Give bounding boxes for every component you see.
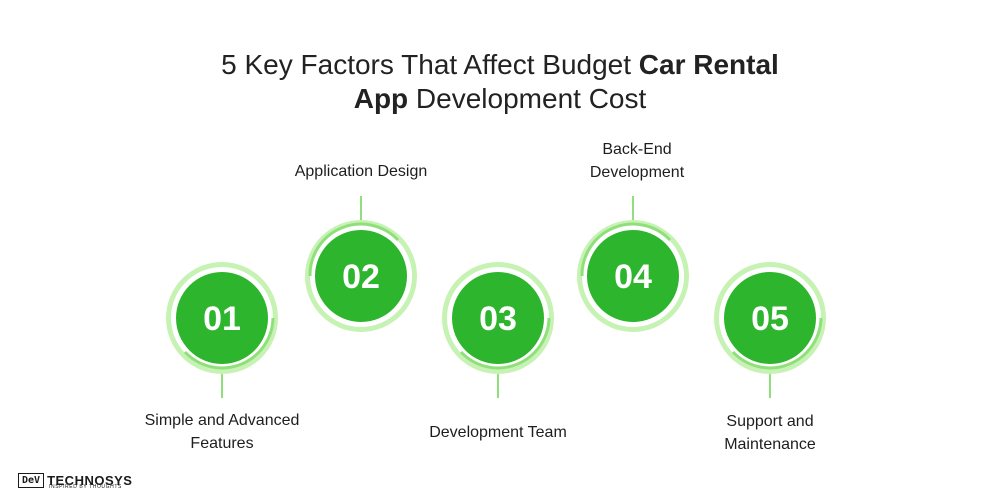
step-03-label: Development Team	[398, 421, 598, 444]
step-01-label-line-1: Simple and Advanced	[144, 412, 300, 429]
step-03-accent-arc	[459, 317, 551, 370]
step-05-circle	[724, 272, 816, 364]
step-01-circle	[176, 272, 268, 364]
step-03: 03	[442, 262, 554, 398]
step-04-circle	[587, 230, 679, 322]
step-02-accent-arc	[308, 222, 400, 277]
step-05-number: 05	[751, 300, 789, 338]
title-part-2: Development Cost	[408, 83, 647, 114]
step-05-label: Support and Maintenance	[670, 410, 870, 456]
brand-logo: DeV TECHNOSYS INSPIRED BY THOUGHTS	[18, 470, 132, 490]
step-04-label: Back-End Development	[537, 138, 737, 184]
logo-tagline: INSPIRED BY THOUGHTS	[49, 484, 122, 490]
title-bold-1: Car Rental	[638, 49, 779, 80]
step-05: 05	[714, 262, 826, 398]
step-03-number: 03	[479, 300, 517, 338]
page-title: 5 Key Factors That Affect Budget Car Ren…	[0, 48, 1000, 116]
step-01: 01	[166, 262, 278, 398]
step-04-number: 04	[614, 258, 652, 296]
step-01-label: Simple and Advanced Features	[122, 409, 322, 455]
title-part-1: 5 Key Factors That Affect Budget	[221, 49, 639, 80]
step-01-label-line-2: Features	[190, 435, 254, 452]
step-02-label: Application Design	[261, 160, 461, 183]
step-03-circle	[452, 272, 544, 364]
step-01-number: 01	[203, 300, 241, 338]
step-02-label-line-1: Application Design	[294, 163, 428, 180]
step-02: 02	[305, 196, 417, 332]
step-02-circle	[315, 230, 407, 322]
step-05-accent-arc	[731, 317, 823, 370]
step-03-label-line-1: Development Team	[429, 424, 567, 441]
step-02-number: 02	[342, 258, 380, 296]
step-01-accent-arc	[183, 317, 275, 370]
logo-word: TECHNOSYS	[47, 472, 133, 488]
title-bold-2: App	[353, 83, 409, 114]
step-04-label-line-1: Back-End	[602, 141, 672, 158]
step-04-accent-arc	[580, 222, 672, 277]
step-05-label-line-1: Support and	[726, 413, 814, 430]
step-04-label-line-2: Development	[589, 164, 685, 181]
step-04: 04	[577, 196, 689, 332]
logo-box-text: DeV	[18, 472, 45, 488]
step-05-label-line-2: Maintenance	[724, 436, 816, 453]
